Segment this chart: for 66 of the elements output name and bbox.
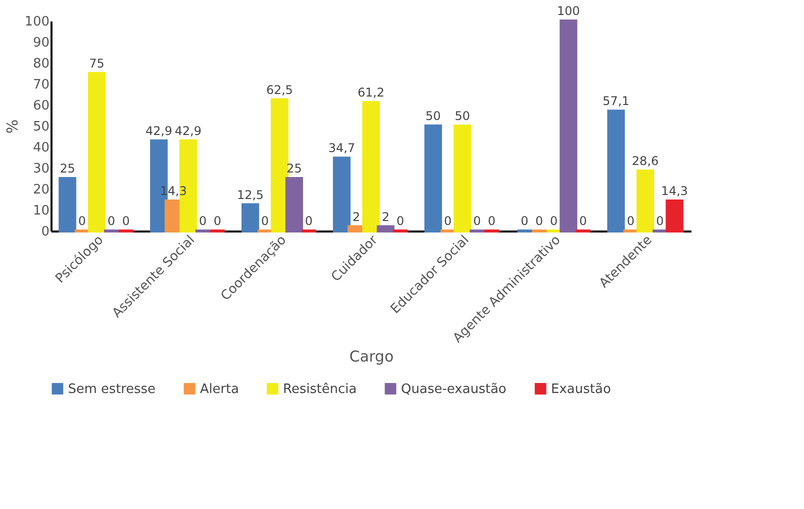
- bar: [58, 177, 76, 232]
- data-label: 2: [382, 210, 390, 224]
- data-label: 62,5: [266, 82, 293, 97]
- y-tick-label: 60: [32, 98, 50, 114]
- data-label: 14,3: [160, 184, 187, 198]
- bar: [285, 177, 304, 232]
- legend-label: Quase-exaustão: [401, 382, 506, 397]
- y-axis-title: %: [4, 119, 22, 134]
- data-label: 0: [214, 214, 222, 228]
- data-label: 28,6: [632, 154, 659, 168]
- bar: [242, 203, 260, 232]
- data-label: 0: [550, 214, 558, 228]
- bar: [362, 100, 380, 232]
- data-label: 2: [352, 210, 360, 224]
- data-label: 0: [108, 214, 116, 228]
- legend-label: Exaustão: [551, 382, 611, 397]
- data-label: 61,2: [358, 85, 384, 100]
- data-label: 0: [579, 214, 587, 228]
- data-label: 0: [122, 214, 130, 228]
- data-label: 50: [454, 109, 470, 123]
- bar: [424, 124, 442, 232]
- data-label: 42,9: [174, 124, 202, 138]
- data-label: 50: [426, 109, 441, 123]
- y-tick-label: 40: [32, 140, 50, 156]
- data-label: 0: [656, 214, 664, 228]
- bar: [636, 169, 654, 232]
- data-label: 0: [198, 214, 207, 228]
- bar: [270, 98, 288, 232]
- data-label: 0: [78, 214, 86, 228]
- data-label: 0: [261, 214, 269, 228]
- bar: [607, 110, 625, 232]
- legend-label: Alerta: [200, 382, 239, 397]
- y-tick-label: 70: [32, 78, 50, 92]
- data-label: 0: [535, 214, 544, 228]
- y-tick-label: 80: [32, 56, 50, 72]
- data-label: 34,7: [328, 141, 356, 156]
- y-tick-label: 20: [32, 182, 50, 198]
- data-label: 0: [473, 214, 481, 228]
- bar: [666, 199, 684, 232]
- y-tick-label: 90: [32, 36, 50, 50]
- y-tick-label: 50: [32, 120, 50, 134]
- y-tick-label: 100: [24, 14, 50, 30]
- data-label: 42,9: [146, 124, 172, 138]
- bar: [454, 124, 472, 232]
- data-label: 0: [520, 214, 528, 228]
- x-axis-title: Cargo: [349, 347, 394, 366]
- y-tick-label: 0: [41, 224, 50, 240]
- data-label: 57,1: [602, 94, 630, 108]
- data-label: 100: [557, 4, 580, 18]
- data-label: 12,5: [236, 188, 264, 202]
- bar: [88, 72, 106, 232]
- data-label: 75: [89, 56, 104, 70]
- data-label: 14,3: [661, 184, 688, 198]
- bar: [332, 156, 351, 232]
- y-tick-label: 10: [32, 204, 50, 218]
- bar: [560, 20, 578, 232]
- bar: [376, 225, 394, 232]
- data-label: 0: [488, 214, 496, 228]
- data-label: 0: [444, 214, 452, 228]
- legend-label: Sem estresse: [68, 382, 156, 397]
- legend-label: Resistência: [283, 382, 357, 397]
- data-label: 0: [305, 214, 313, 228]
- data-label: 0: [626, 214, 634, 228]
- data-label: 0: [396, 214, 404, 228]
- data-label: 25: [60, 162, 76, 176]
- y-tick-label: 30: [32, 162, 50, 176]
